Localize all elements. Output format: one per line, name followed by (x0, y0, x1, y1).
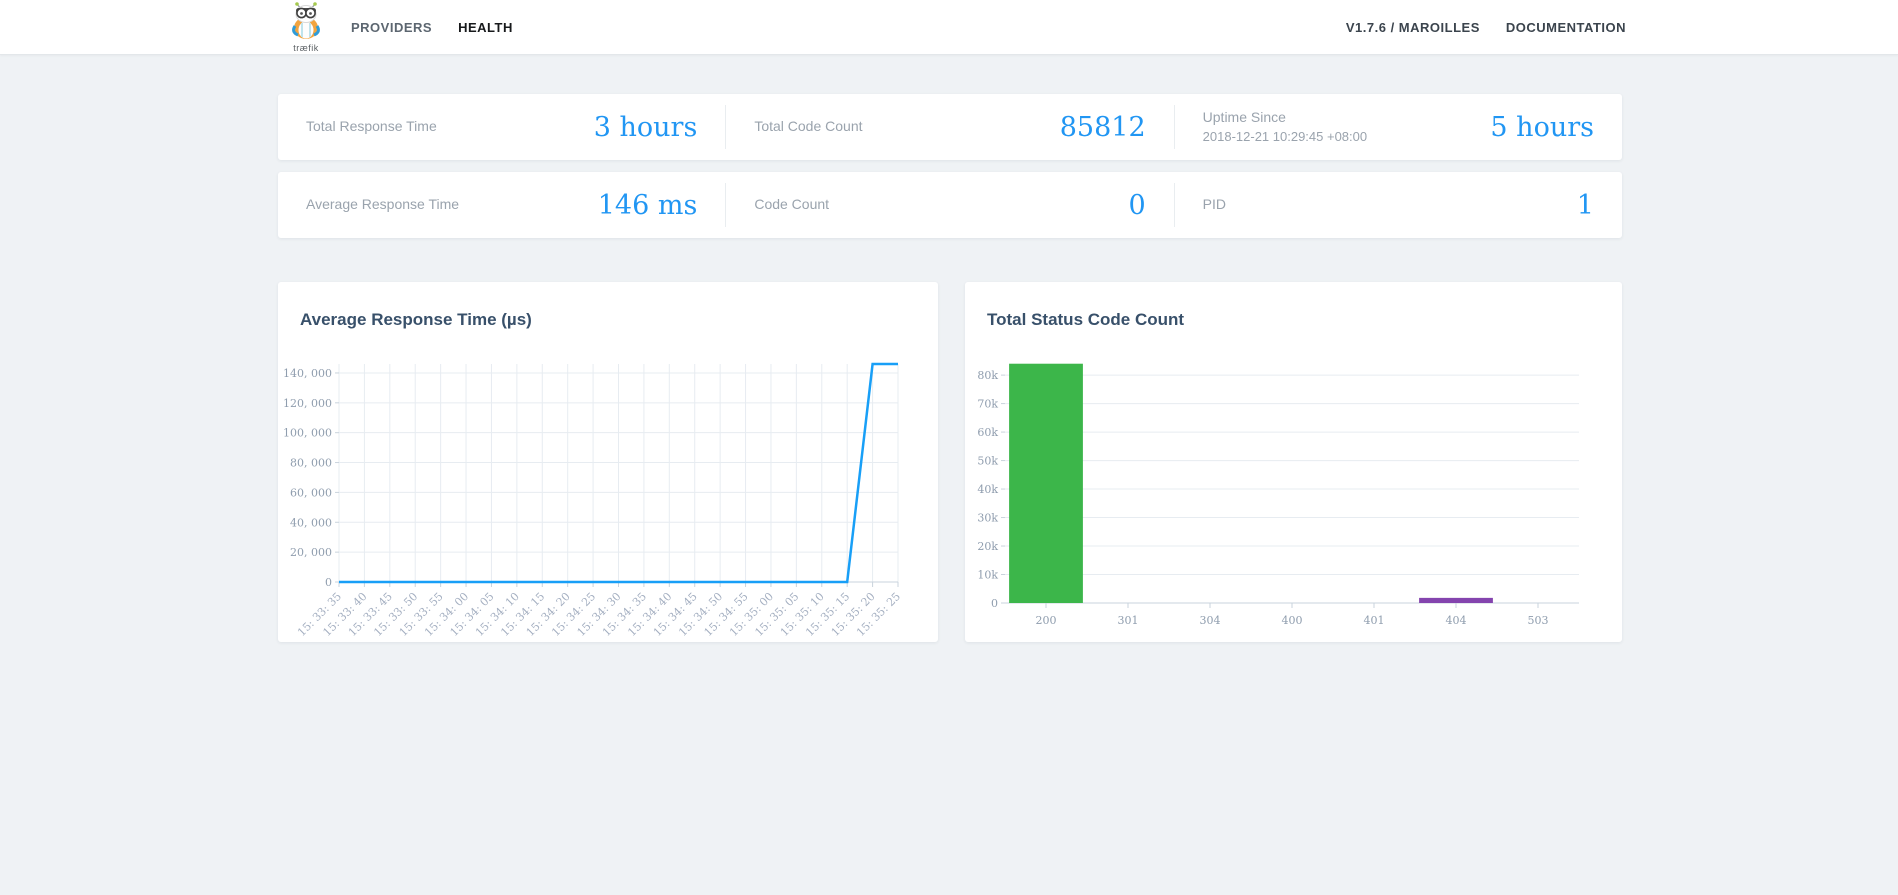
stat-value: 3 hours (593, 111, 698, 143)
svg-text:140, 000: 140, 000 (283, 367, 332, 380)
top-nav-bar: træfik PROVIDERS HEALTH V1.7.6 / MAROILL… (0, 0, 1898, 55)
stat-value: 0 (1128, 189, 1146, 221)
stat-label: Total Code Count (754, 118, 863, 135)
status-code-chart-title: Total Status Code Count (987, 310, 1185, 329)
brand-wordmark: træfik (293, 42, 319, 53)
stat-label: Code Count (754, 196, 830, 213)
svg-text:40, 000: 40, 000 (290, 516, 332, 529)
stat-value: 1 (1576, 189, 1594, 221)
stat-code-count: Code Count 0 (725, 183, 1173, 227)
stat-value: 85812 (1059, 111, 1146, 143)
traefik-mascot-icon (287, 1, 325, 44)
svg-text:10k: 10k (977, 569, 998, 582)
svg-text:80k: 80k (977, 369, 998, 382)
svg-text:304: 304 (1200, 614, 1221, 627)
stat-total-code-count: Total Code Count 85812 (725, 105, 1173, 149)
svg-text:80, 000: 80, 000 (290, 457, 332, 470)
svg-text:0: 0 (325, 576, 332, 589)
response-time-line-chart: 0 20, 000 40, 000 60, 000 80, 000 100, 000 120… (283, 362, 903, 639)
stat-label: Average Response Time (306, 196, 460, 213)
svg-text:40k: 40k (977, 483, 998, 496)
svg-text:301: 301 (1118, 614, 1139, 627)
nav-documentation-link[interactable]: DOCUMENTATION (1505, 19, 1626, 35)
svg-text:70k: 70k (977, 398, 998, 411)
svg-text:20k: 20k (977, 540, 998, 553)
svg-text:400: 400 (1282, 614, 1303, 627)
svg-text:30k: 30k (977, 512, 998, 525)
stat-average-response-time: Average Response Time 146 ms (278, 183, 725, 227)
traefik-logo[interactable]: træfik (283, 1, 329, 53)
nav-item-providers[interactable]: PROVIDERS (351, 19, 433, 35)
stat-uptime-since: Uptime Since 2018-12-21 10:29:45 +08:00 … (1173, 105, 1622, 149)
svg-text:60k: 60k (977, 426, 998, 439)
stat-label: Uptime Since 2018-12-21 10:29:45 +08:00 (1203, 108, 1367, 146)
response-time-chart-title: Average Response Time (µs) (300, 310, 532, 329)
stats-card-totals: Total Response Time 3 hours Total Code C… (278, 94, 1622, 160)
status-code-chart-card: Total Status Code Count 0 10k 20k 30k 40k 50k… (965, 282, 1622, 642)
main-content: Total Response Time 3 hours Total Code C… (278, 94, 1622, 642)
svg-text:0: 0 (991, 597, 998, 610)
response-time-chart-card: Average Response Time (µs) 0 20, 000 40, 0… (278, 282, 938, 642)
svg-text:120, 000: 120, 000 (283, 397, 332, 410)
svg-text:50k: 50k (977, 455, 998, 468)
stat-label: Total Response Time (306, 118, 437, 135)
stats-card-current: Average Response Time 146 ms Code Count … (278, 172, 1622, 238)
nav-version-link[interactable]: V1.7.6 / MAROILLES (1345, 19, 1480, 35)
charts-row: Average Response Time (µs) 0 20, 000 40, 0… (278, 282, 1622, 642)
stat-total-response-time: Total Response Time 3 hours (278, 105, 725, 149)
svg-text:100, 000: 100, 000 (283, 427, 332, 440)
nav-item-health[interactable]: HEALTH (458, 19, 513, 35)
svg-text:60, 000: 60, 000 (290, 486, 332, 499)
stat-pid: PID 1 (1173, 183, 1622, 227)
svg-text:404: 404 (1446, 614, 1467, 627)
stat-value: 146 ms (597, 189, 698, 221)
svg-text:503: 503 (1528, 614, 1549, 627)
status-code-bar-chart: 0 10k 20k 30k 40k 50k 60k 70k 80k 200 301 304 400 401… (977, 363, 1579, 627)
svg-text:20, 000: 20, 000 (290, 546, 332, 559)
uptime-datetime: 2018-12-21 10:29:45 +08:00 (1202, 128, 1368, 144)
svg-text:401: 401 (1364, 614, 1385, 627)
stat-label: PID (1202, 196, 1226, 213)
stat-value: 5 hours (1490, 111, 1594, 143)
svg-text:200: 200 (1036, 614, 1057, 627)
